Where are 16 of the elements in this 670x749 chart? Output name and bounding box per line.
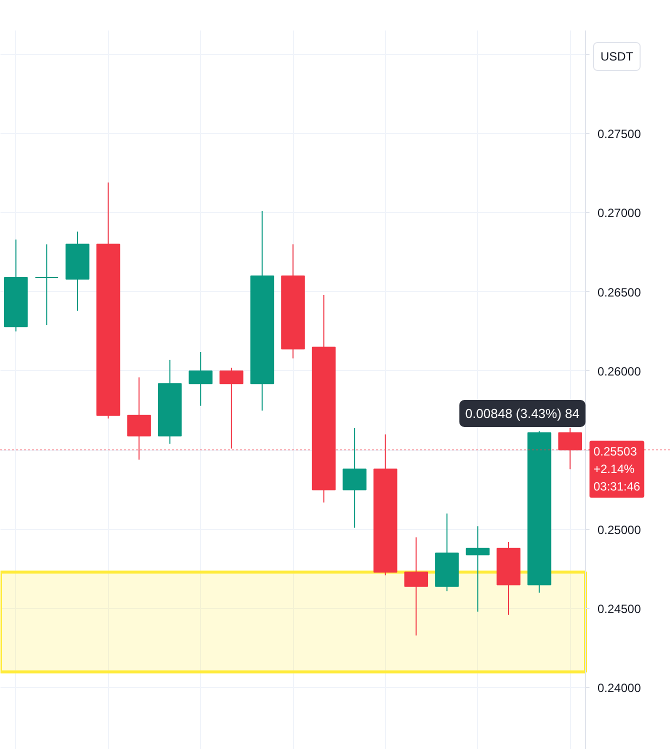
candlestick bbox=[342, 428, 366, 528]
candlestick bbox=[220, 367, 244, 450]
y-tick-label: 0.26500 bbox=[598, 285, 642, 300]
y-tick-label: 0.24000 bbox=[598, 681, 642, 696]
candlestick bbox=[34, 244, 59, 326]
y-tick-label: 0.27000 bbox=[598, 206, 642, 220]
candlestick bbox=[466, 526, 490, 612]
annotation: 0.00848 (3.43%) 84 bbox=[465, 406, 580, 421]
candlestick bbox=[188, 351, 213, 406]
ref-line-label: 0.25503 +2.14% 03:31:46 bbox=[594, 444, 641, 494]
y-tick-label: 0.27500 bbox=[598, 126, 642, 141]
y-tick-label: 0.26000 bbox=[598, 364, 642, 378]
y-tick-label: 0.25000 bbox=[598, 522, 642, 537]
candlestick bbox=[404, 536, 428, 636]
y-tick-label: 0.24500 bbox=[598, 602, 642, 616]
y-axis-title: USDT bbox=[600, 50, 634, 64]
